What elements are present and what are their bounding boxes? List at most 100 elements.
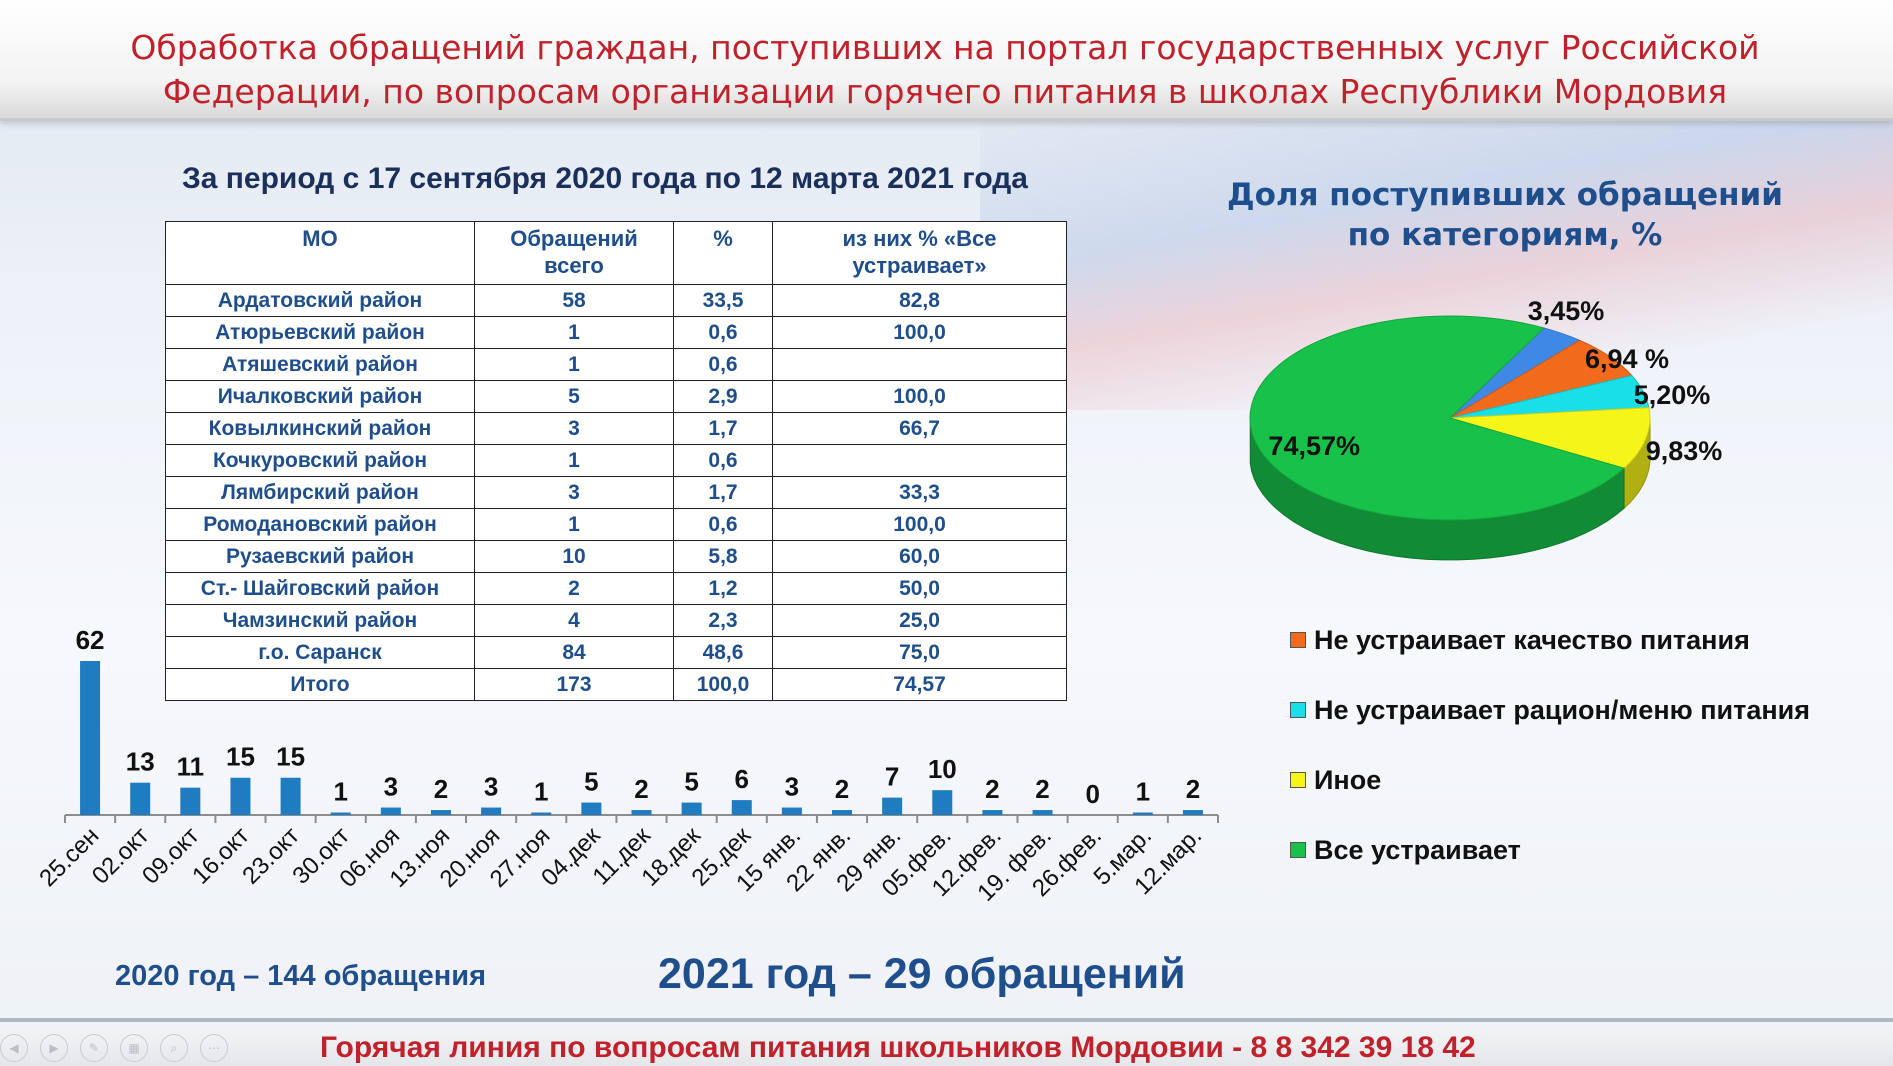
bar — [982, 810, 1003, 815]
header-banner: Обработка обращений граждан, поступивших… — [0, 0, 1893, 121]
cell-mo: Атюрьевский район — [165, 316, 475, 349]
bar-data-label: 1 — [534, 777, 548, 807]
bar — [481, 807, 502, 815]
page-title: Обработка обращений граждан, поступивших… — [60, 26, 1830, 114]
cell-total: 3 — [474, 476, 674, 509]
cell-total: 2 — [474, 572, 674, 605]
pie-slice — [1449, 407, 1651, 469]
pie-data-label: 6,94 % — [1585, 344, 1669, 374]
header-mo: МО — [165, 221, 475, 285]
cell-satisfied: 100,0 — [772, 380, 1067, 413]
legend-item: Иное — [1290, 745, 1810, 815]
cell-satisfied: 75,0 — [772, 636, 1067, 669]
bar — [380, 807, 401, 815]
bar — [681, 802, 702, 815]
cell-mo: Ичалковский район — [165, 380, 475, 413]
pie-title-line-1: Доля поступивших обращений — [1227, 177, 1783, 213]
cell-total: 4 — [474, 604, 674, 637]
bar-data-label: 2 — [434, 774, 448, 804]
table-row: г.о. Саранск 84 48,6 75,0 — [165, 636, 1067, 669]
cell-percent: 0,6 — [673, 348, 773, 381]
legend-swatch — [1290, 842, 1306, 858]
table-row: Ст.- Шайговский район 2 1,2 50,0 — [165, 572, 1067, 605]
cell-satisfied — [772, 348, 1067, 381]
slideshow-controls: ◀ ▶ ✎ ▦ ⌕ ⋯ — [0, 1034, 240, 1062]
municipal-table: МО Обращений всего % из них % «Все устра… — [165, 221, 1067, 701]
pie-data-label: 9,83% — [1646, 436, 1723, 466]
cell-satisfied: 33,3 — [772, 476, 1067, 509]
legend-label: Не устраивает рацион/меню питания — [1314, 694, 1811, 725]
cell-satisfied: 25,0 — [772, 604, 1067, 637]
bar — [130, 782, 151, 815]
pie-data-label: 3,45% — [1528, 296, 1605, 326]
cell-percent: 48,6 — [673, 636, 773, 669]
bar — [581, 802, 602, 815]
bar-data-label: 1 — [1136, 777, 1150, 807]
more-icon[interactable]: ⋯ — [200, 1034, 228, 1062]
pie-title: Доля поступивших обращений по категориям… — [1220, 175, 1790, 255]
pen-icon[interactable]: ✎ — [80, 1034, 108, 1062]
cell-satisfied: 100,0 — [772, 508, 1067, 541]
bar-data-label: 1 — [333, 777, 347, 807]
legend-label: Иное — [1314, 764, 1382, 795]
cell-mo: Итого — [165, 668, 475, 701]
legend-item: Не устраивает рацион/меню питания — [1290, 675, 1810, 745]
bar — [330, 812, 351, 815]
bar-data-label: 5 — [684, 767, 698, 797]
pie-slice — [1249, 315, 1626, 521]
bar-data-label: 2 — [835, 774, 849, 804]
cell-percent: 0,6 — [673, 444, 773, 477]
title-line-2: Федерации, по вопросам организации горяч… — [162, 72, 1728, 111]
bar-data-label: 2 — [985, 774, 999, 804]
period-heading: За период с 17 сентября 2020 года по 12 … — [181, 162, 1028, 195]
prev-icon[interactable]: ◀ — [0, 1034, 28, 1062]
cell-mo: Ардатовский район — [165, 284, 475, 317]
pie-data-label: 5,20% — [1634, 380, 1711, 410]
legend-label: Не устраивает качество питания — [1314, 624, 1750, 655]
bar-data-label: 13 — [126, 747, 155, 777]
cell-satisfied — [772, 444, 1067, 477]
zoom-icon[interactable]: ⌕ — [160, 1034, 188, 1062]
cell-total: 10 — [474, 540, 674, 573]
bar-data-label: 3 — [384, 772, 398, 802]
bar-data-label: 0 — [1085, 779, 1099, 809]
cell-percent: 33,5 — [673, 284, 773, 317]
cell-mo: Ромодановский район — [165, 508, 475, 541]
header-total: Обращений всего — [474, 221, 674, 285]
pie-data-label: 74,57% — [1268, 431, 1360, 461]
bar-data-label: 15 — [226, 742, 255, 772]
bar-data-label: 15 — [276, 742, 305, 772]
table-row: Рузаевский район 10 5,8 60,0 — [165, 540, 1067, 573]
bar — [631, 810, 652, 815]
bar-data-label: 10 — [928, 754, 957, 784]
legend-item: Не устраивает качество питания — [1290, 605, 1810, 675]
bar-data-label: 3 — [785, 772, 799, 802]
header-percent: % — [673, 221, 773, 285]
bar-data-label: 62 — [76, 625, 105, 655]
cell-mo: Атяшевский район — [165, 348, 475, 381]
pie-title-line-2: по категориям, % — [1347, 217, 1663, 253]
legend-label: Все устраивает — [1314, 834, 1521, 865]
summary-2020: 2020 год – 144 обращения — [115, 960, 487, 992]
slides-icon[interactable]: ▦ — [120, 1034, 148, 1062]
hotline-text: Горячая линия по вопросам питания школьн… — [320, 1031, 1476, 1064]
bar-data-label: 7 — [885, 762, 899, 792]
legend-swatch — [1290, 632, 1306, 648]
legend-item: Все устраивает — [1290, 815, 1810, 885]
footer-bar — [0, 1030, 1893, 1066]
cell-total: 1 — [474, 508, 674, 541]
bar — [1182, 810, 1203, 815]
cell-mo: Кочкуровский район — [165, 444, 475, 477]
bar-data-label: 3 — [484, 772, 498, 802]
table-row: Атяшевский район 1 0,6 — [165, 348, 1067, 381]
bar — [932, 790, 953, 815]
table-row: Ичалковский район 5 2,9 100,0 — [165, 380, 1067, 413]
bar-data-label: 2 — [1035, 774, 1049, 804]
bar-data-label: 6 — [735, 764, 749, 794]
cell-mo: Чамзинский район — [165, 604, 475, 637]
summary-2021: 2021 год – 29 обращений — [658, 950, 1186, 998]
next-icon[interactable]: ▶ — [40, 1034, 68, 1062]
bar-data-label: 11 — [177, 752, 205, 782]
bar-data-label: 2 — [634, 774, 648, 804]
